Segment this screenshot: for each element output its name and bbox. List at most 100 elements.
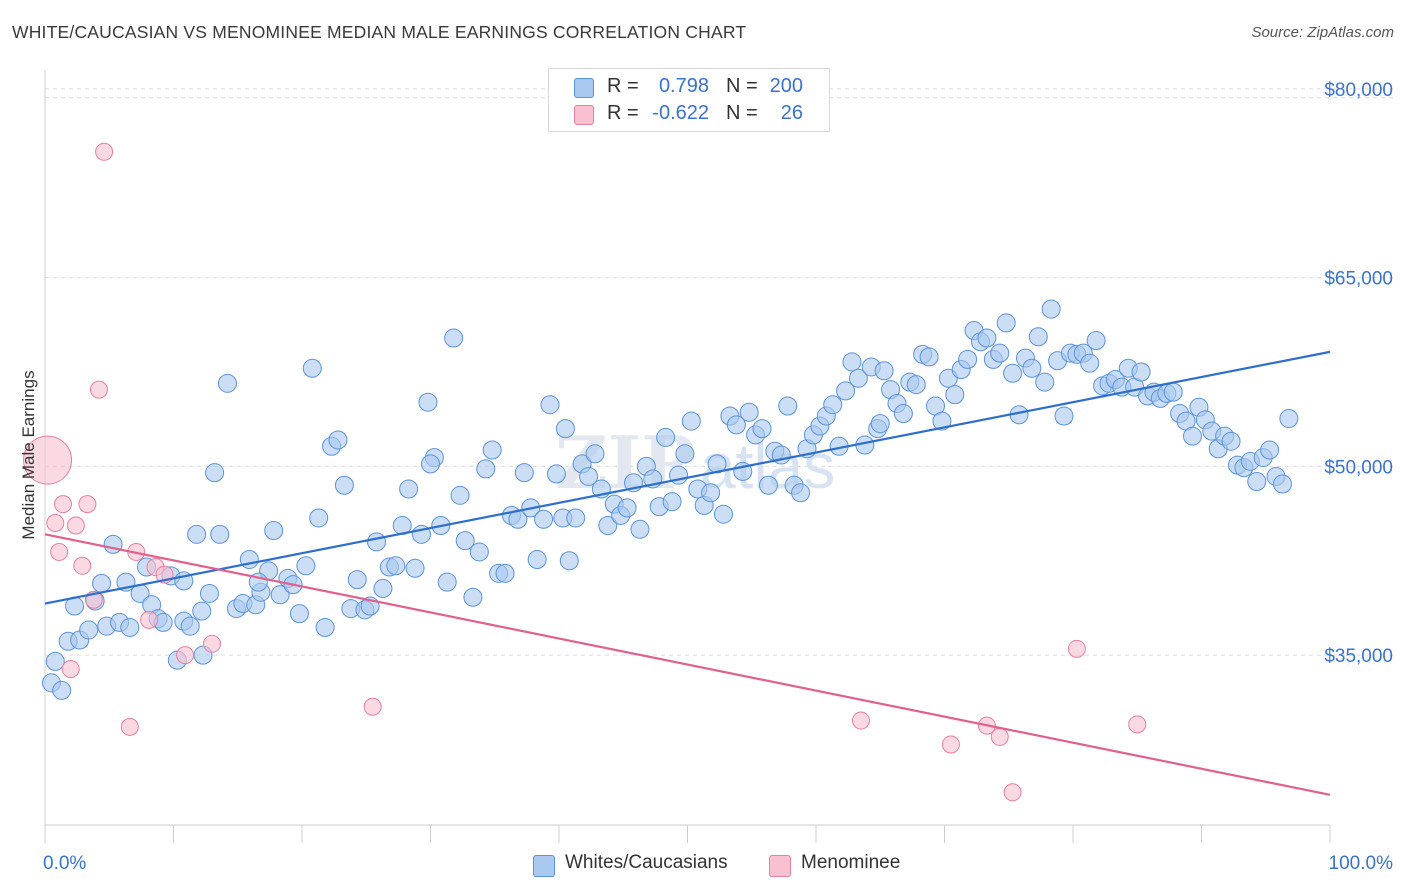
whites-point [1028,327,1048,347]
whites-point [1221,431,1241,451]
whites-point [1003,363,1023,383]
whites-point [309,508,329,528]
menominee-point [1003,783,1022,802]
whites-point [585,444,605,464]
whites-point [630,519,650,539]
menominee-legend-swatch [769,855,791,877]
whites-point [893,404,913,424]
menominee-point [53,495,72,514]
whites-point [180,616,200,636]
whites-point [79,620,99,640]
whites-point [514,463,534,483]
legend-row-whites: R = 0.798 N = 200 [549,73,829,101]
whites-point [270,585,290,605]
whites-point [386,556,406,576]
whites-point [945,385,965,405]
whites-point [421,454,440,474]
whites-point [701,483,721,503]
menominee-point [95,142,114,161]
menominee-point [1128,715,1147,734]
whites-point [579,466,599,486]
menominee-point [23,435,73,485]
menominee-point [73,556,92,575]
whites-point [347,570,367,590]
menominee-swatch [574,105,594,125]
whites-point [1054,406,1074,426]
whites-point [540,395,560,415]
legend-row-menominee: R = -0.622 N = 26 [549,100,829,128]
trend-lines [44,350,1331,796]
whites-point [1041,299,1061,319]
whites-point [52,680,72,700]
whites-point [437,572,457,592]
menominee-point [1067,639,1086,658]
whites-point [289,604,309,624]
whites-point [476,459,496,479]
whites-point [199,583,219,603]
whites-point [842,352,862,372]
whites-point [791,483,811,503]
whites-point [450,485,470,505]
n-value: 26 [780,102,803,124]
whites-point [1086,331,1106,351]
whites-point [205,463,225,483]
menominee-point [140,610,159,629]
whites-point [598,516,618,536]
whites-point [1183,426,1203,446]
whites-point [713,504,733,524]
whites-point [334,475,354,495]
whites-point [1131,362,1151,382]
whites-point [1279,409,1299,429]
menominee-point [990,727,1009,746]
y-tick-labels: $35,000 $50,000 $65,000 $80,000 [1324,80,1393,667]
whites-point [373,578,393,598]
whites-point [836,381,856,401]
menominee-point [89,380,108,399]
whites-point [399,479,419,499]
whites-point [187,524,207,544]
whites-point [778,396,798,416]
menominee-trend-line [44,533,1331,796]
whites-point [996,313,1016,333]
whites-point [1035,372,1055,392]
whites-point [45,651,65,671]
whites-point [919,347,939,367]
whites-point [752,419,772,439]
whites-point [103,534,123,554]
whites-point [555,419,575,439]
whites-point [990,343,1010,363]
whites-point [617,498,637,518]
whites-point [367,532,387,552]
menominee-point [203,634,222,653]
whites-point [405,558,425,578]
whites-point [463,587,483,607]
whites-point [656,427,676,447]
menominee-point [46,514,65,532]
whites-point [444,328,464,348]
menominee-point [941,735,960,754]
whites-point [566,508,586,528]
whites-point [958,349,978,369]
whites-point [192,601,212,621]
whites-point [977,328,997,348]
whites-point [681,411,701,431]
whites-point [469,542,489,562]
x-tick-label-min: 0.0% [43,853,86,874]
y-tick-label: $50,000 [1324,457,1393,478]
whites-point [210,524,230,544]
x-tick-label-max: 100.0% [1329,853,1394,874]
whites-point [1272,474,1292,494]
whites-point [264,521,284,541]
whites-point [758,475,778,495]
whites-point [217,373,237,393]
series-menominee-points [23,142,1147,802]
whites-point [418,392,438,412]
whites-point [823,395,843,415]
whites-point [302,358,322,378]
whites-trend-line [44,350,1331,605]
menominee-point [851,711,870,730]
n-value: 200 [769,75,803,97]
menominee-legend-label: Menominee [801,852,901,873]
gridlines [45,88,1395,656]
r-value: -0.622 [652,102,709,124]
